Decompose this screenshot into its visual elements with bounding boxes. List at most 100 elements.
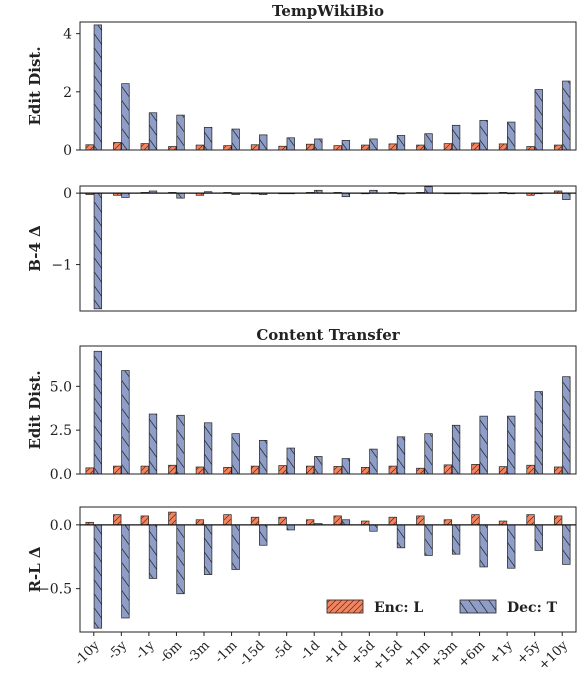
enc-bar-p1-+6m	[471, 142, 480, 151]
xtick-label: -1m	[212, 638, 240, 666]
xtick-label: -3m	[185, 638, 213, 666]
ytick-label: 0.0	[50, 467, 72, 483]
enc-bar-p1-+15d	[388, 143, 397, 151]
ytick-label: 0.0	[50, 518, 72, 534]
dec-bar-p3--5d	[286, 447, 295, 475]
dec-bar-p1--10y	[93, 24, 103, 151]
dec-bar-p4-+3m	[451, 524, 461, 555]
dec-bar-p1-+5d	[369, 138, 378, 151]
panel-title: Content Transfer	[256, 326, 400, 344]
enc-bar-p3-+3m	[443, 464, 453, 475]
enc-bar-p1-+1m	[416, 144, 425, 151]
dec-bar-p4--15d	[259, 524, 268, 546]
dec-bar-p4-+10y	[562, 524, 571, 565]
dec-bar-p2-+1m	[424, 186, 433, 194]
enc-bar-p4-+1d	[333, 515, 342, 526]
panel-p4: 0.0 −0.5R-L Δ -10y -5y -1y -6m -3m -1m-15d -5d -1…	[26, 506, 577, 674]
dec-bar-p1--3m	[203, 126, 213, 151]
y-axis-label: B-4 Δ	[26, 225, 44, 272]
ytick-label: 5.0	[50, 379, 72, 395]
enc-bar-p3--1m	[223, 466, 232, 475]
enc-bar-p4--5y	[113, 514, 122, 526]
dec-bar-p3--1y	[148, 413, 158, 475]
enc-bar-p3-+15d	[388, 465, 397, 475]
dec-bar-p1--1m	[231, 128, 240, 151]
dec-bar-p4-+1m	[424, 524, 433, 556]
dec-bar-p1--15d	[259, 134, 268, 151]
dec-bar-p1-+6m	[479, 119, 488, 151]
dec-bar-p3--10y	[93, 350, 103, 475]
enc-bar-p3-+1m	[416, 467, 425, 475]
enc-bar-p1-+1y	[498, 143, 508, 151]
xtick-label: +1d	[321, 638, 351, 668]
chart-layer: 0 2 4 Edit Dist. TempWikiBio 0 −1 B-4 Δ 0.0 2.5 5.…	[26, 2, 577, 674]
xtick-label: +15d	[370, 638, 406, 674]
ytick-label: −1	[51, 258, 72, 274]
enc-bar-p1--1m	[223, 145, 232, 151]
dec-bar-p2-+10y	[562, 192, 571, 200]
xtick-label: -6m	[157, 638, 185, 666]
xtick-label: -10y	[72, 638, 103, 669]
enc-bar-p4--3m	[195, 519, 205, 526]
xtick-label: +1y	[487, 638, 517, 668]
enc-bar-p1-+5d	[361, 144, 370, 151]
ytick-label: 0	[63, 143, 72, 159]
enc-bar-p1--1y	[140, 143, 149, 151]
enc-bar-p3-+1y	[498, 466, 508, 475]
enc-bar-p4--1y	[140, 515, 149, 526]
xtick-label: -1d	[298, 638, 323, 663]
enc-bar-p4--5d	[278, 516, 287, 526]
dec-bar-p3-+5y	[534, 391, 543, 475]
legend-enc-label: Enc: L	[374, 600, 423, 616]
enc-bar-p4-+15d	[388, 516, 397, 526]
dec-bar-p2--10y	[93, 192, 103, 310]
dec-bar-p1-+5y	[534, 89, 543, 151]
dec-bar-p3--1m	[231, 433, 240, 475]
xtick-label: -1y	[133, 638, 158, 663]
enc-bar-p3-+5y	[526, 464, 535, 475]
dec-bar-p4-+5y	[534, 524, 543, 551]
dec-bar-p4--10y	[93, 524, 103, 629]
dec-bar-p4--5y	[121, 524, 130, 619]
enc-bar-p3-+1d	[333, 466, 342, 475]
xtick-label: +6m	[456, 638, 489, 671]
dec-bar-p3-+3m	[451, 424, 461, 475]
dec-bar-p3-+1m	[424, 433, 433, 475]
ytick-label: 0	[63, 186, 72, 202]
ytick-label: 2	[63, 85, 72, 101]
dec-bar-p1-+1d	[341, 140, 351, 151]
enc-bar-p1--1d	[305, 143, 315, 151]
enc-bar-p4-+1m	[416, 515, 425, 526]
xtick-label: +1m	[400, 638, 433, 671]
enc-bar-p4--15d	[250, 516, 260, 526]
enc-bar-p3-+10y	[553, 466, 563, 475]
enc-bar-p3-+5d	[361, 466, 370, 475]
dec-bar-p3-+10y	[562, 376, 571, 475]
enc-bar-p1-+5y	[526, 146, 535, 151]
dec-bar-p4--5d	[286, 524, 295, 531]
enc-bar-p1--5y	[113, 142, 122, 151]
enc-bar-p3--3m	[195, 466, 205, 475]
dec-bar-p1-+1y	[507, 121, 516, 151]
plot-frame	[79, 345, 577, 475]
dec-bar-p4-+1y	[507, 524, 516, 569]
dec-bar-p4--1y	[148, 524, 158, 579]
dec-bar-p2--5y	[121, 192, 130, 198]
dec-bar-p1--5y	[121, 83, 130, 151]
dec-bar-p1-+15d	[396, 135, 406, 151]
enc-bar-p1-+10y	[553, 144, 563, 151]
legend-dec: Dec: T	[459, 599, 558, 616]
dec-bar-p3-+1y	[507, 415, 516, 475]
enc-bar-p1--3m	[195, 144, 205, 151]
dec-bar-p1--5d	[286, 137, 295, 151]
panel-p3: 0.0 2.5 5.0 Edit Dist. Content Transfer	[26, 326, 577, 483]
xtick-label: -15d	[237, 638, 268, 669]
enc-bar-p3--1d	[305, 465, 315, 475]
enc-bar-p4-+5y	[526, 514, 535, 526]
ytick-label: 4	[63, 27, 72, 43]
dec-bar-p3--15d	[259, 439, 268, 475]
enc-bar-p4-+3m	[443, 519, 453, 526]
legend-dec-label: Dec: T	[507, 600, 558, 616]
dec-bar-p3--6m	[176, 414, 185, 475]
